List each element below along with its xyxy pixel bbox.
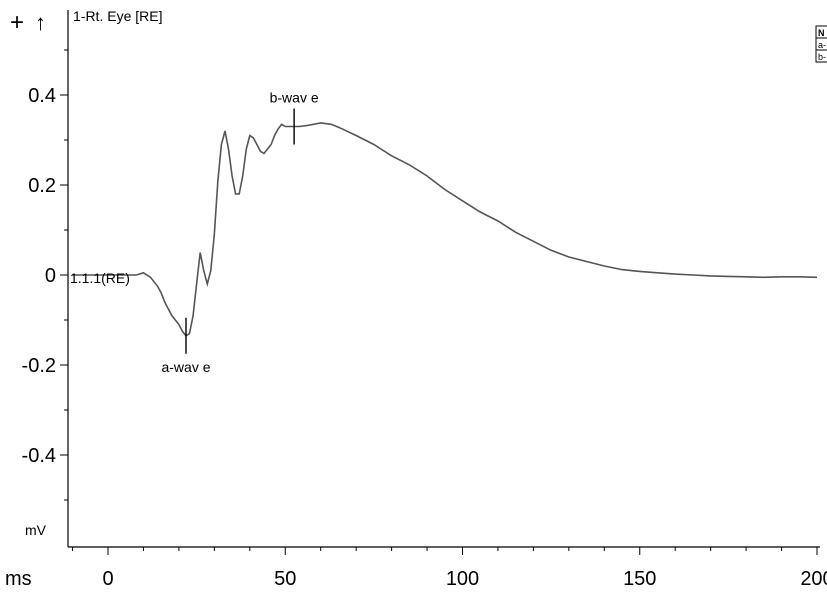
x-tick-label: 200 <box>800 568 827 590</box>
legend-table: N a- b- <box>815 25 827 63</box>
y-axis-unit-label: mV <box>25 522 47 538</box>
legend-row-b: b- <box>818 52 826 62</box>
x-tick-label: 150 <box>623 568 656 590</box>
y-tick-label: 0.2 <box>28 175 56 197</box>
marker-layer: a-wav e b-wav e <box>161 90 318 375</box>
x-tick-label: 100 <box>446 568 479 590</box>
y-tick-label: 0 <box>45 265 56 287</box>
series-label: 1.1.1(RE) <box>70 270 130 286</box>
wave-marker-label: a-wav e <box>161 359 210 375</box>
x-axis-unit-label: ms <box>5 568 32 590</box>
y-tick-label: -0.2 <box>22 355 56 377</box>
y-tick-label: 0.4 <box>28 85 56 107</box>
zoom-in-icon[interactable]: + <box>10 9 24 36</box>
legend-header: N <box>818 28 825 38</box>
y-tick-label: -0.4 <box>22 445 56 467</box>
chart-title: 1-Rt. Eye [RE] <box>73 8 162 24</box>
x-tick-label: 50 <box>274 568 296 590</box>
wave-marker-label: b-wav e <box>270 90 319 106</box>
series-line <box>72 122 818 337</box>
legend-row-a: a- <box>818 40 826 50</box>
x-tick-label: 0 <box>102 568 113 590</box>
trace-layer <box>72 122 818 337</box>
ticks-layer: 0 50 100 150 200 0.4 0.2 0 -0.2 -0.4 <box>22 49 827 590</box>
arrow-up-icon[interactable]: ↑ <box>35 10 46 35</box>
